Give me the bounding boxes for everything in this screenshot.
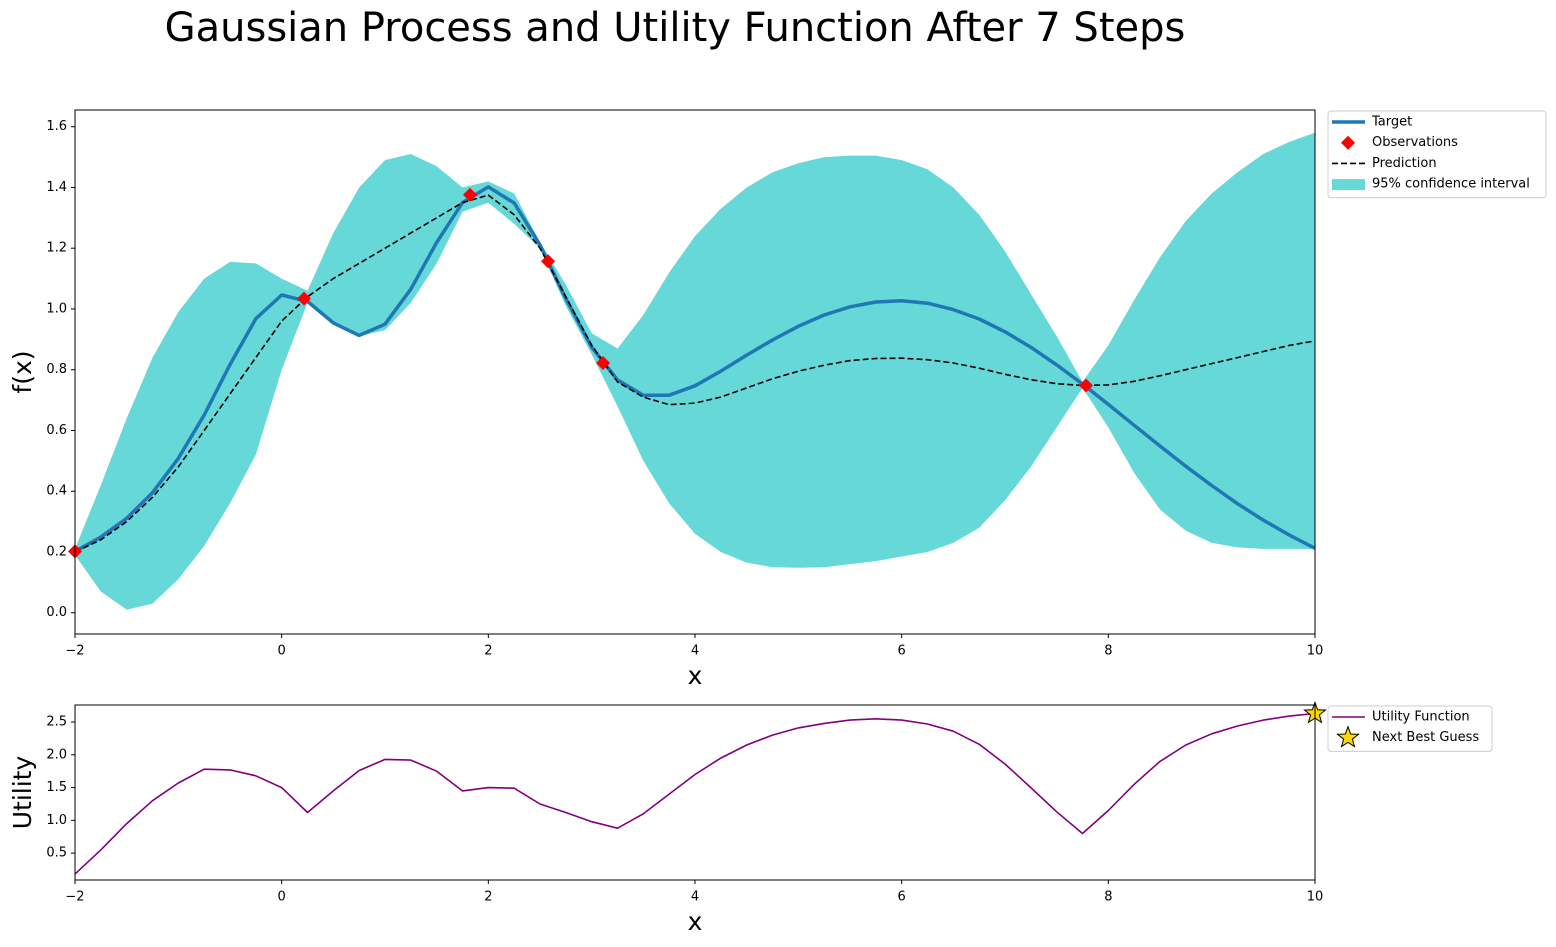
diamond-marker	[463, 187, 478, 202]
y-tick-label: 0.6	[46, 423, 67, 438]
x-tick-label: 8	[1104, 890, 1112, 905]
x-tick-label: 4	[691, 644, 699, 659]
legend: Utility Function Next Best Guess	[1327, 705, 1493, 752]
legend-box	[1327, 705, 1493, 752]
legend-label: 95% confidence interval	[1372, 177, 1530, 192]
series-line	[74, 194, 1316, 553]
legend-label: Utility Function	[1372, 710, 1470, 725]
series-line	[74, 185, 1316, 553]
legend-label: Observations	[1372, 135, 1458, 150]
x-tick-label: 6	[898, 644, 906, 659]
y-tick-label: 1.0	[46, 301, 67, 316]
y-axis-label: f(x)	[8, 350, 37, 393]
diamond-marker	[596, 356, 611, 371]
legend-swatch	[1332, 179, 1365, 191]
y-tick-label: 0.0	[46, 605, 67, 620]
legend-box	[1327, 110, 1547, 199]
diamond-marker	[541, 254, 556, 269]
x-axis-label: x	[688, 907, 703, 936]
x-tick-label: −2	[65, 890, 84, 905]
y-tick-label: 1.2	[46, 241, 67, 256]
x-tick-label: −2	[65, 644, 84, 659]
figure-title: Gaussian Process and Utility Function Af…	[165, 5, 1186, 51]
axes-frame	[74, 704, 1316, 881]
y-tick-label: 0.2	[46, 544, 67, 559]
legend-swatch	[1341, 135, 1355, 150]
x-tick-label: 8	[1104, 644, 1112, 659]
axes: −2 0 2 4 6 8 10 0.5 1.0 1.5 2.0 2.5 x Utility	[8, 701, 1327, 936]
y-axis-label: Utility	[8, 756, 37, 830]
legend-label: Prediction	[1372, 156, 1437, 171]
y-tick-label: 0.8	[46, 362, 67, 377]
y-tick-label: 2.5	[46, 715, 67, 730]
legend-swatch	[1336, 725, 1360, 748]
x-tick-label: 0	[278, 890, 286, 905]
y-tick-label: 0.4	[46, 484, 67, 499]
y-tick-label: 1.4	[46, 180, 67, 195]
axes-frame	[74, 109, 1316, 635]
series-line	[74, 712, 1316, 875]
legend: Target Observations Prediction 95% confiden…	[1327, 110, 1547, 199]
legend-label: Target	[1371, 115, 1412, 130]
x-tick-label: 2	[484, 644, 492, 659]
legend-label: Next Best Guess	[1372, 730, 1479, 745]
x-tick-label: 10	[1307, 890, 1324, 905]
x-tick-label: 6	[898, 890, 906, 905]
y-tick-label: 1.6	[46, 119, 67, 134]
y-tick-label: 1.5	[46, 780, 67, 795]
x-axis-label: x	[688, 661, 703, 690]
y-tick-label: 2.0	[46, 747, 67, 762]
confidence-band	[75, 132, 1315, 610]
x-tick-label: 4	[691, 890, 699, 905]
x-tick-label: 2	[484, 890, 492, 905]
diamond-marker	[296, 291, 311, 306]
y-tick-label: 1.0	[46, 813, 67, 828]
diamond-marker	[1079, 378, 1094, 393]
y-tick-label: 0.5	[46, 846, 67, 861]
axes: −2 0 2 4 6 8 10 0.0 0.2 0.4 0.6 0.8 1.0 1.2 1.4 1.6 x f(x…	[8, 109, 1324, 690]
x-tick-label: 0	[278, 644, 286, 659]
x-tick-label: 10	[1307, 644, 1324, 659]
